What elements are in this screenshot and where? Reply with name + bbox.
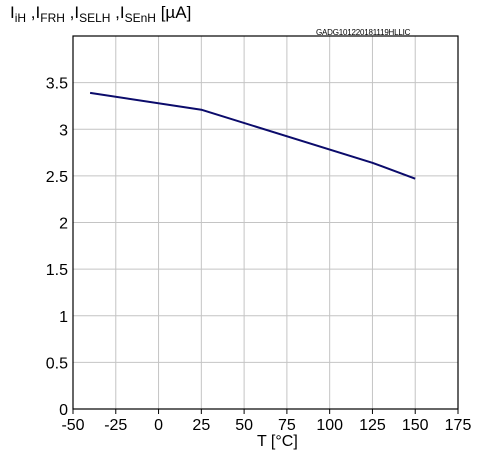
series-line bbox=[89, 91, 416, 180]
y-tick-label: 1 bbox=[59, 309, 68, 326]
x-tick-label: 50 bbox=[235, 417, 253, 434]
x-tick-label: 175 bbox=[445, 417, 472, 434]
y-axis-label: IiH ,IFRH ,ISELH ,ISEnH [µA] bbox=[10, 3, 192, 25]
x-axis-label: T [°C] bbox=[257, 433, 298, 450]
y-tick-label: 0 bbox=[59, 402, 68, 419]
x-tick-label: -50 bbox=[61, 417, 84, 434]
y-tick-label: 1.5 bbox=[46, 262, 68, 279]
y-tick-label: 3 bbox=[59, 122, 68, 139]
x-tick-label: 0 bbox=[154, 417, 163, 434]
x-tick-label: 100 bbox=[316, 417, 343, 434]
document-id-annotation: GADG101220181119HLLIC bbox=[316, 28, 411, 37]
x-tick-label: 150 bbox=[402, 417, 429, 434]
y-tick-label: 2.5 bbox=[46, 169, 68, 186]
y-tick-label: 0.5 bbox=[46, 355, 68, 372]
y-tick-label: 3.5 bbox=[46, 76, 68, 93]
plot-area-border bbox=[72, 35, 459, 410]
x-tick-label: 125 bbox=[359, 417, 386, 434]
x-tick-label: 75 bbox=[278, 417, 296, 434]
x-tick-label: 25 bbox=[192, 417, 210, 434]
y-tick-label: 2 bbox=[59, 216, 68, 233]
x-tick-label: -25 bbox=[104, 417, 127, 434]
